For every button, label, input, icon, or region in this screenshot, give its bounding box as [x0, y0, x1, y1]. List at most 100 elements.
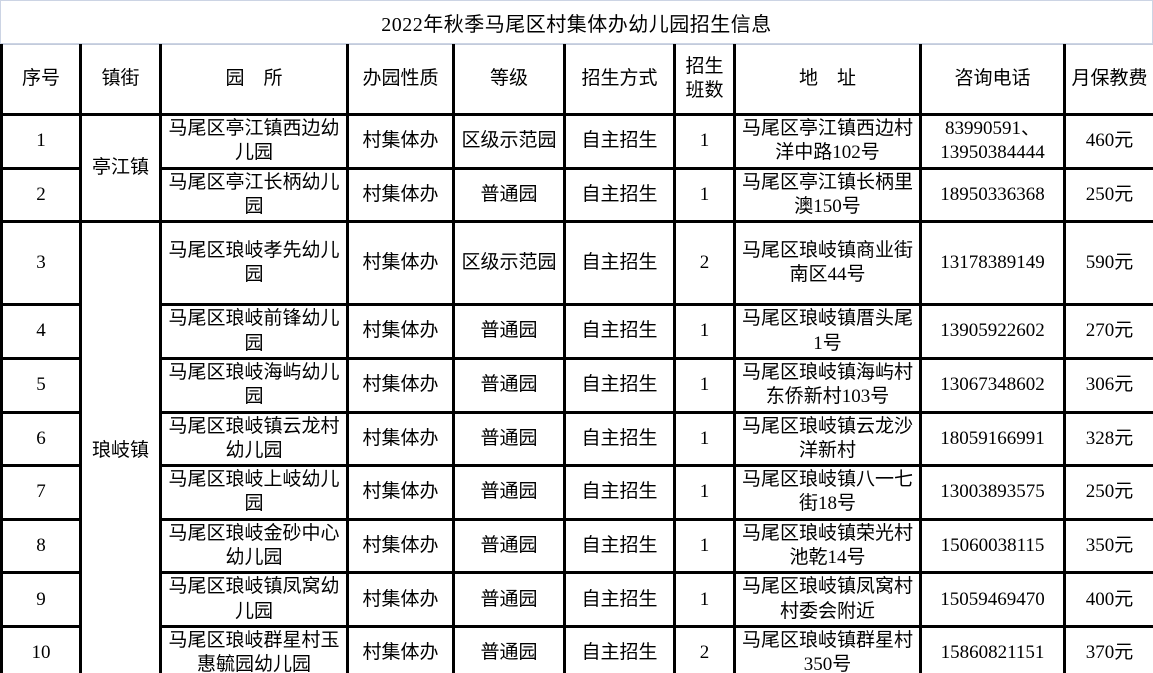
- cell-nature: 村集体办: [346, 464, 455, 521]
- cell-classes: 1: [673, 166, 736, 224]
- cell-nature: 村集体办: [346, 220, 455, 307]
- header-fee: 月保教费: [1063, 44, 1153, 116]
- cell-method: 自主招生: [563, 410, 676, 468]
- cell-phone: 15860821151: [919, 625, 1066, 673]
- cell-fee: 270元: [1063, 303, 1153, 360]
- cell-no: 1: [0, 113, 82, 170]
- cell-fee: 460元: [1063, 113, 1153, 170]
- cell-kindergarten: 马尾区琅岐前锋幼儿园: [159, 303, 349, 360]
- cell-phone: 15059469470: [919, 571, 1066, 628]
- cell-phone: 13067348602: [919, 356, 1066, 414]
- cell-fee: 328元: [1063, 410, 1153, 468]
- cell-kindergarten: 马尾区琅岐孝先幼儿园: [159, 220, 349, 307]
- header-phone: 咨询电话: [919, 44, 1066, 116]
- cell-address: 马尾区琅岐镇厝头尾1号: [733, 303, 922, 360]
- cell-level: 普通园: [452, 303, 566, 360]
- cell-fee: 350元: [1063, 517, 1153, 575]
- header-classes: 招生班数: [673, 44, 736, 116]
- cell-kindergarten: 马尾区琅岐上岐幼儿园: [159, 464, 349, 521]
- cell-address: 马尾区琅岐镇海屿村东侨新村103号: [733, 356, 922, 414]
- cell-no: 3: [0, 220, 82, 307]
- header-no: 序号: [0, 44, 82, 116]
- cell-method: 自主招生: [563, 517, 676, 575]
- cell-level: 普通园: [452, 517, 566, 575]
- cell-nature: 村集体办: [346, 113, 455, 170]
- cell-classes: 2: [673, 220, 736, 307]
- cell-level: 普通园: [452, 464, 566, 521]
- cell-no: 5: [0, 356, 82, 414]
- cell-classes: 2: [673, 625, 736, 673]
- cell-nature: 村集体办: [346, 517, 455, 575]
- table-row: 4 马尾区琅岐前锋幼儿园 村集体办 普通园 自主招生 1 马尾区琅岐镇厝头尾1号…: [0, 303, 1153, 360]
- cell-fee: 250元: [1063, 166, 1153, 224]
- cell-address: 马尾区琅岐镇八一七街18号: [733, 464, 922, 521]
- kindergarten-table: 序号 镇街 园 所 办园性质 等级 招生方式 招生班数 地 址 咨询电话 月保教…: [0, 44, 1153, 673]
- cell-kindergarten: 马尾区琅岐镇凤窝幼儿园: [159, 571, 349, 628]
- cell-kindergarten: 马尾区琅岐群星村玉惠毓园幼儿园: [159, 625, 349, 673]
- cell-nature: 村集体办: [346, 356, 455, 414]
- page-title: 2022年秋季马尾区村集体办幼儿园招生信息: [0, 0, 1153, 44]
- cell-classes: 1: [673, 571, 736, 628]
- cell-fee: 306元: [1063, 356, 1153, 414]
- cell-address: 马尾区琅岐镇群星村350号: [733, 625, 922, 673]
- cell-classes: 1: [673, 410, 736, 468]
- cell-level: 区级示范园: [452, 113, 566, 170]
- header-level: 等级: [452, 44, 566, 116]
- cell-classes: 1: [673, 113, 736, 170]
- cell-no: 8: [0, 517, 82, 575]
- cell-method: 自主招生: [563, 571, 676, 628]
- cell-no: 2: [0, 166, 82, 224]
- cell-fee: 590元: [1063, 220, 1153, 307]
- cell-fee: 370元: [1063, 625, 1153, 673]
- table-row: 6 马尾区琅岐镇云龙村幼儿园 村集体办 普通园 自主招生 1 马尾区琅岐镇云龙沙…: [0, 410, 1153, 468]
- cell-level: 普通园: [452, 166, 566, 224]
- cell-method: 自主招生: [563, 464, 676, 521]
- cell-level: 区级示范园: [452, 220, 566, 307]
- cell-phone: 15060038115: [919, 517, 1066, 575]
- header-town: 镇街: [79, 44, 162, 116]
- cell-kindergarten: 马尾区琅岐镇云龙村幼儿园: [159, 410, 349, 468]
- cell-method: 自主招生: [563, 113, 676, 170]
- cell-fee: 400元: [1063, 571, 1153, 628]
- cell-method: 自主招生: [563, 356, 676, 414]
- cell-level: 普通园: [452, 625, 566, 673]
- table-row: 3 琅岐镇 马尾区琅岐孝先幼儿园 村集体办 区级示范园 自主招生 2 马尾区琅岐…: [0, 220, 1153, 673]
- table-row: 2 马尾区亭江长柄幼儿园 村集体办 普通园 自主招生 1 马尾区亭江镇长柄里澳1…: [0, 166, 1153, 224]
- cell-nature: 村集体办: [346, 410, 455, 468]
- header-method: 招生方式: [563, 44, 676, 116]
- cell-classes: 1: [673, 517, 736, 575]
- cell-phone: 18950336368: [919, 166, 1066, 224]
- cell-method: 自主招生: [563, 625, 676, 673]
- cell-town-group: 琅岐镇: [79, 220, 162, 673]
- cell-nature: 村集体办: [346, 303, 455, 360]
- cell-method: 自主招生: [563, 220, 676, 307]
- header-kindergarten: 园 所: [159, 44, 349, 116]
- cell-method: 自主招生: [563, 303, 676, 360]
- cell-town-group: 亭江镇: [79, 112, 162, 224]
- cell-fee: 250元: [1063, 464, 1153, 521]
- cell-no: 4: [0, 303, 82, 360]
- cell-no: 10: [0, 625, 82, 673]
- cell-phone: 83990591、13950384444: [919, 113, 1066, 170]
- cell-address: 马尾区琅岐镇凤窝村村委会附近: [733, 571, 922, 628]
- cell-kindergarten: 马尾区亭江镇西边幼儿园: [159, 113, 349, 170]
- cell-nature: 村集体办: [346, 625, 455, 673]
- table-row: 5 马尾区琅岐海屿幼儿园 村集体办 普通园 自主招生 1 马尾区琅岐镇海屿村东侨…: [0, 356, 1153, 414]
- cell-phone: 18059166991: [919, 410, 1066, 468]
- cell-level: 普通园: [452, 410, 566, 468]
- cell-address: 马尾区琅岐镇荣光村池乾14号: [733, 517, 922, 575]
- cell-classes: 1: [673, 356, 736, 414]
- table-row: 9 马尾区琅岐镇凤窝幼儿园 村集体办 普通园 自主招生 1 马尾区琅岐镇凤窝村村…: [0, 571, 1153, 628]
- cell-level: 普通园: [452, 571, 566, 628]
- table-row: 7 马尾区琅岐上岐幼儿园 村集体办 普通园 自主招生 1 马尾区琅岐镇八一七街1…: [0, 464, 1153, 521]
- header-row: 序号 镇街 园 所 办园性质 等级 招生方式 招生班数 地 址 咨询电话 月保教…: [0, 44, 1153, 116]
- cell-address: 马尾区亭江镇长柄里澳150号: [733, 166, 922, 224]
- cell-classes: 1: [673, 464, 736, 521]
- cell-method: 自主招生: [563, 166, 676, 224]
- cell-address: 马尾区琅岐镇商业街南区44号: [733, 220, 922, 307]
- cell-nature: 村集体办: [346, 571, 455, 628]
- table-row: 10 马尾区琅岐群星村玉惠毓园幼儿园 村集体办 普通园 自主招生 2 马尾区琅岐…: [0, 625, 1153, 673]
- cell-phone: 13178389149: [919, 220, 1066, 307]
- header-nature: 办园性质: [346, 44, 455, 116]
